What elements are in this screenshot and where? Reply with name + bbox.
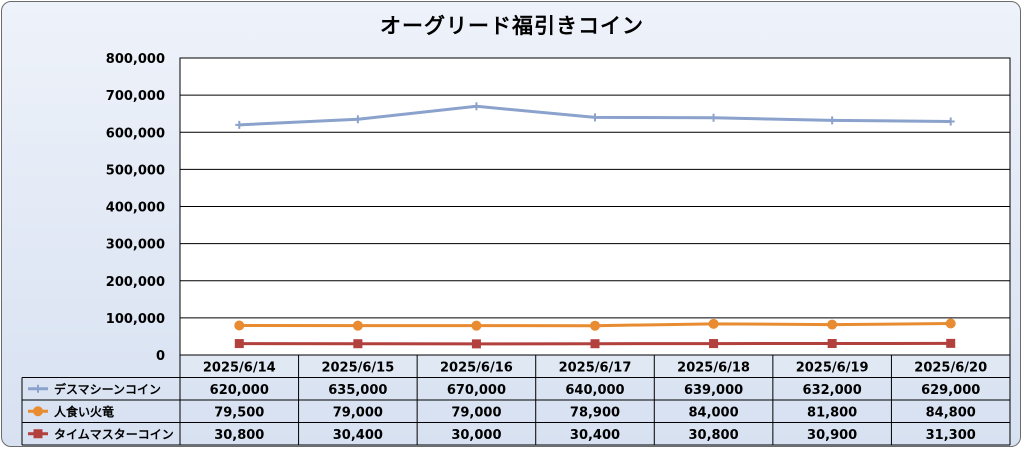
data-table-cell: 31,300 <box>926 428 976 443</box>
data-table-cell: 30,000 <box>451 428 501 443</box>
data-table-cell: 30,900 <box>807 428 857 443</box>
legend-series-name: 人食い火竜 <box>54 404 114 419</box>
data-table-cell: 79,000 <box>451 405 501 420</box>
data-point <box>946 117 955 126</box>
x-category-label: 2025/6/17 <box>559 360 632 375</box>
y-tick-label: 500,000 <box>106 163 165 178</box>
data-point <box>234 339 244 349</box>
data-table-cell: 635,000 <box>328 383 387 398</box>
data-table-cell: 84,000 <box>688 405 738 420</box>
x-category-label: 2025/6/15 <box>321 360 394 375</box>
data-table-cell: 629,000 <box>921 383 980 398</box>
data-point <box>827 339 837 349</box>
legend-series-name: タイムマスターコイン <box>54 427 174 441</box>
data-point <box>709 113 718 122</box>
data-table-cell: 79,000 <box>333 405 383 420</box>
data-point <box>709 339 719 349</box>
y-tick-label: 400,000 <box>106 201 165 216</box>
y-tick-label: 0 <box>156 349 165 364</box>
data-table-cell: 30,800 <box>688 428 738 443</box>
data-point <box>471 320 482 331</box>
data-point <box>590 320 600 331</box>
data-point <box>353 115 362 124</box>
legend-key-marker <box>33 429 43 439</box>
x-category-label: 2025/6/16 <box>440 360 513 375</box>
x-category-label: 2025/6/19 <box>796 360 869 375</box>
data-point <box>590 339 600 349</box>
data-point <box>471 339 481 349</box>
x-category-label: 2025/6/18 <box>677 360 750 375</box>
data-point <box>827 319 838 330</box>
data-point <box>591 113 599 122</box>
data-point <box>234 320 245 331</box>
data-point <box>946 338 956 348</box>
data-table-cell: 640,000 <box>565 383 624 398</box>
data-table-cell: 79,500 <box>214 405 264 420</box>
y-tick-label: 600,000 <box>106 126 165 141</box>
data-table-cell: 30,800 <box>214 428 264 443</box>
y-tick-label: 700,000 <box>106 89 165 104</box>
data-table-cell: 639,000 <box>684 383 743 398</box>
data-table-cell: 620,000 <box>210 383 269 398</box>
data-point <box>353 339 363 349</box>
data-table-cell: 632,000 <box>803 383 862 398</box>
y-tick-label: 300,000 <box>106 238 165 253</box>
data-point <box>235 120 244 129</box>
x-category-label: 2025/6/20 <box>914 360 987 375</box>
data-point <box>945 318 956 329</box>
data-point <box>352 320 363 331</box>
chart-title: オーグリード福引きコイン <box>380 14 644 38</box>
y-tick-label: 100,000 <box>106 312 165 327</box>
y-tick-label: 200,000 <box>106 275 165 290</box>
data-point <box>472 102 481 111</box>
data-table-cell: 84,800 <box>926 405 976 420</box>
x-category-label: 2025/6/14 <box>203 360 276 375</box>
legend-series-name: デスマシーンコイン <box>54 381 161 396</box>
legend-key-marker <box>34 384 42 393</box>
data-table-cell: 670,000 <box>447 383 506 398</box>
data-table-cell: 30,400 <box>333 428 383 443</box>
data-table-cell: 81,800 <box>807 405 857 420</box>
y-tick-label: 800,000 <box>106 52 165 67</box>
data-table-cell: 78,900 <box>570 405 620 420</box>
table-header-bg <box>180 355 1010 378</box>
data-point <box>828 116 837 125</box>
data-table-cell: 30,400 <box>570 428 620 443</box>
legend-key-marker <box>33 406 43 417</box>
data-point <box>708 318 719 329</box>
